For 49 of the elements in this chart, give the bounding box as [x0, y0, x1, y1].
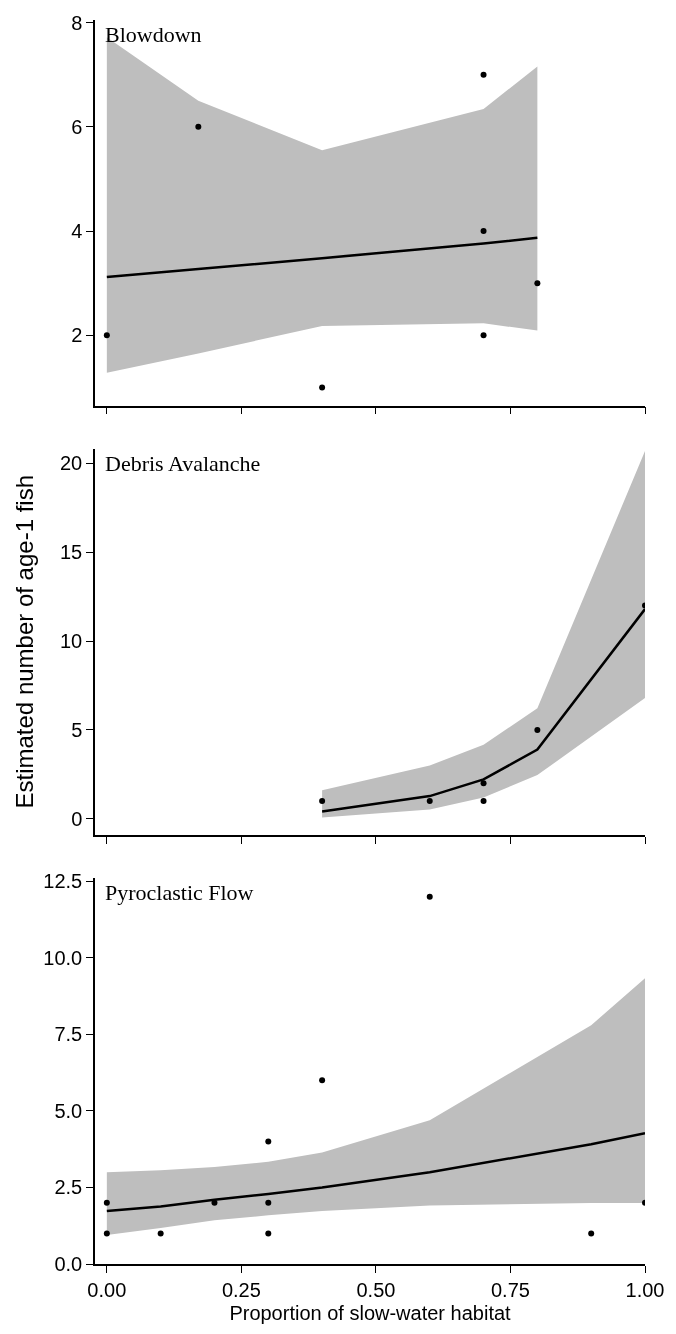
point	[265, 1199, 272, 1206]
chart-title: Blowdown	[105, 22, 202, 47]
point	[426, 893, 433, 900]
y-tick-label: 7.5	[54, 1023, 83, 1046]
point	[195, 123, 202, 130]
y-tick-label: 15	[60, 541, 83, 564]
point	[534, 726, 541, 733]
point	[480, 798, 487, 805]
point	[480, 332, 487, 339]
y-tick-label: 2	[71, 324, 83, 347]
y-tick-label: 0	[71, 807, 83, 830]
point	[211, 1199, 218, 1206]
point	[319, 798, 326, 805]
point	[157, 1230, 164, 1237]
y-tick-label: 5.0	[54, 1099, 83, 1122]
chart-title: Pyroclastic Flow	[105, 880, 254, 905]
y-tick-label: 8	[71, 11, 83, 34]
y-tick-label: 0.0	[54, 1253, 83, 1275]
y-tick-label: 12.5	[43, 870, 83, 893]
point	[265, 1138, 272, 1145]
x-tick-label: 0.50	[356, 1278, 396, 1301]
y-axis-title: Estimated number of age-1 fish	[10, 474, 38, 809]
y-tick-label: 2.5	[54, 1176, 83, 1199]
point	[265, 1230, 272, 1237]
point	[588, 1230, 595, 1237]
y-tick-label: 4	[71, 220, 83, 243]
y-tick-label: 10	[60, 630, 83, 653]
point	[480, 228, 487, 235]
point	[426, 798, 433, 805]
point	[103, 1230, 110, 1237]
point	[480, 780, 487, 787]
x-axis-title: Proportion of slow-water habitat	[229, 1301, 512, 1324]
y-tick-label: 5	[71, 718, 83, 741]
chart-title: Debris Avalanche	[105, 451, 261, 476]
x-tick-label: 0.25	[221, 1278, 261, 1301]
x-tick-label: 0.00	[87, 1278, 127, 1301]
y-tick-label: 6	[71, 115, 83, 138]
y-tick-label: 10.0	[43, 946, 83, 969]
point	[480, 71, 487, 78]
point	[534, 280, 541, 287]
line-series	[105, 236, 539, 279]
y-tick-label: 20	[60, 452, 83, 475]
line-series	[105, 1132, 645, 1213]
point	[103, 1199, 110, 1206]
point	[319, 384, 326, 391]
point	[319, 1077, 326, 1084]
x-tick-label: 0.75	[490, 1278, 530, 1301]
x-tick-label: 1.00	[625, 1278, 665, 1301]
point	[103, 332, 110, 339]
